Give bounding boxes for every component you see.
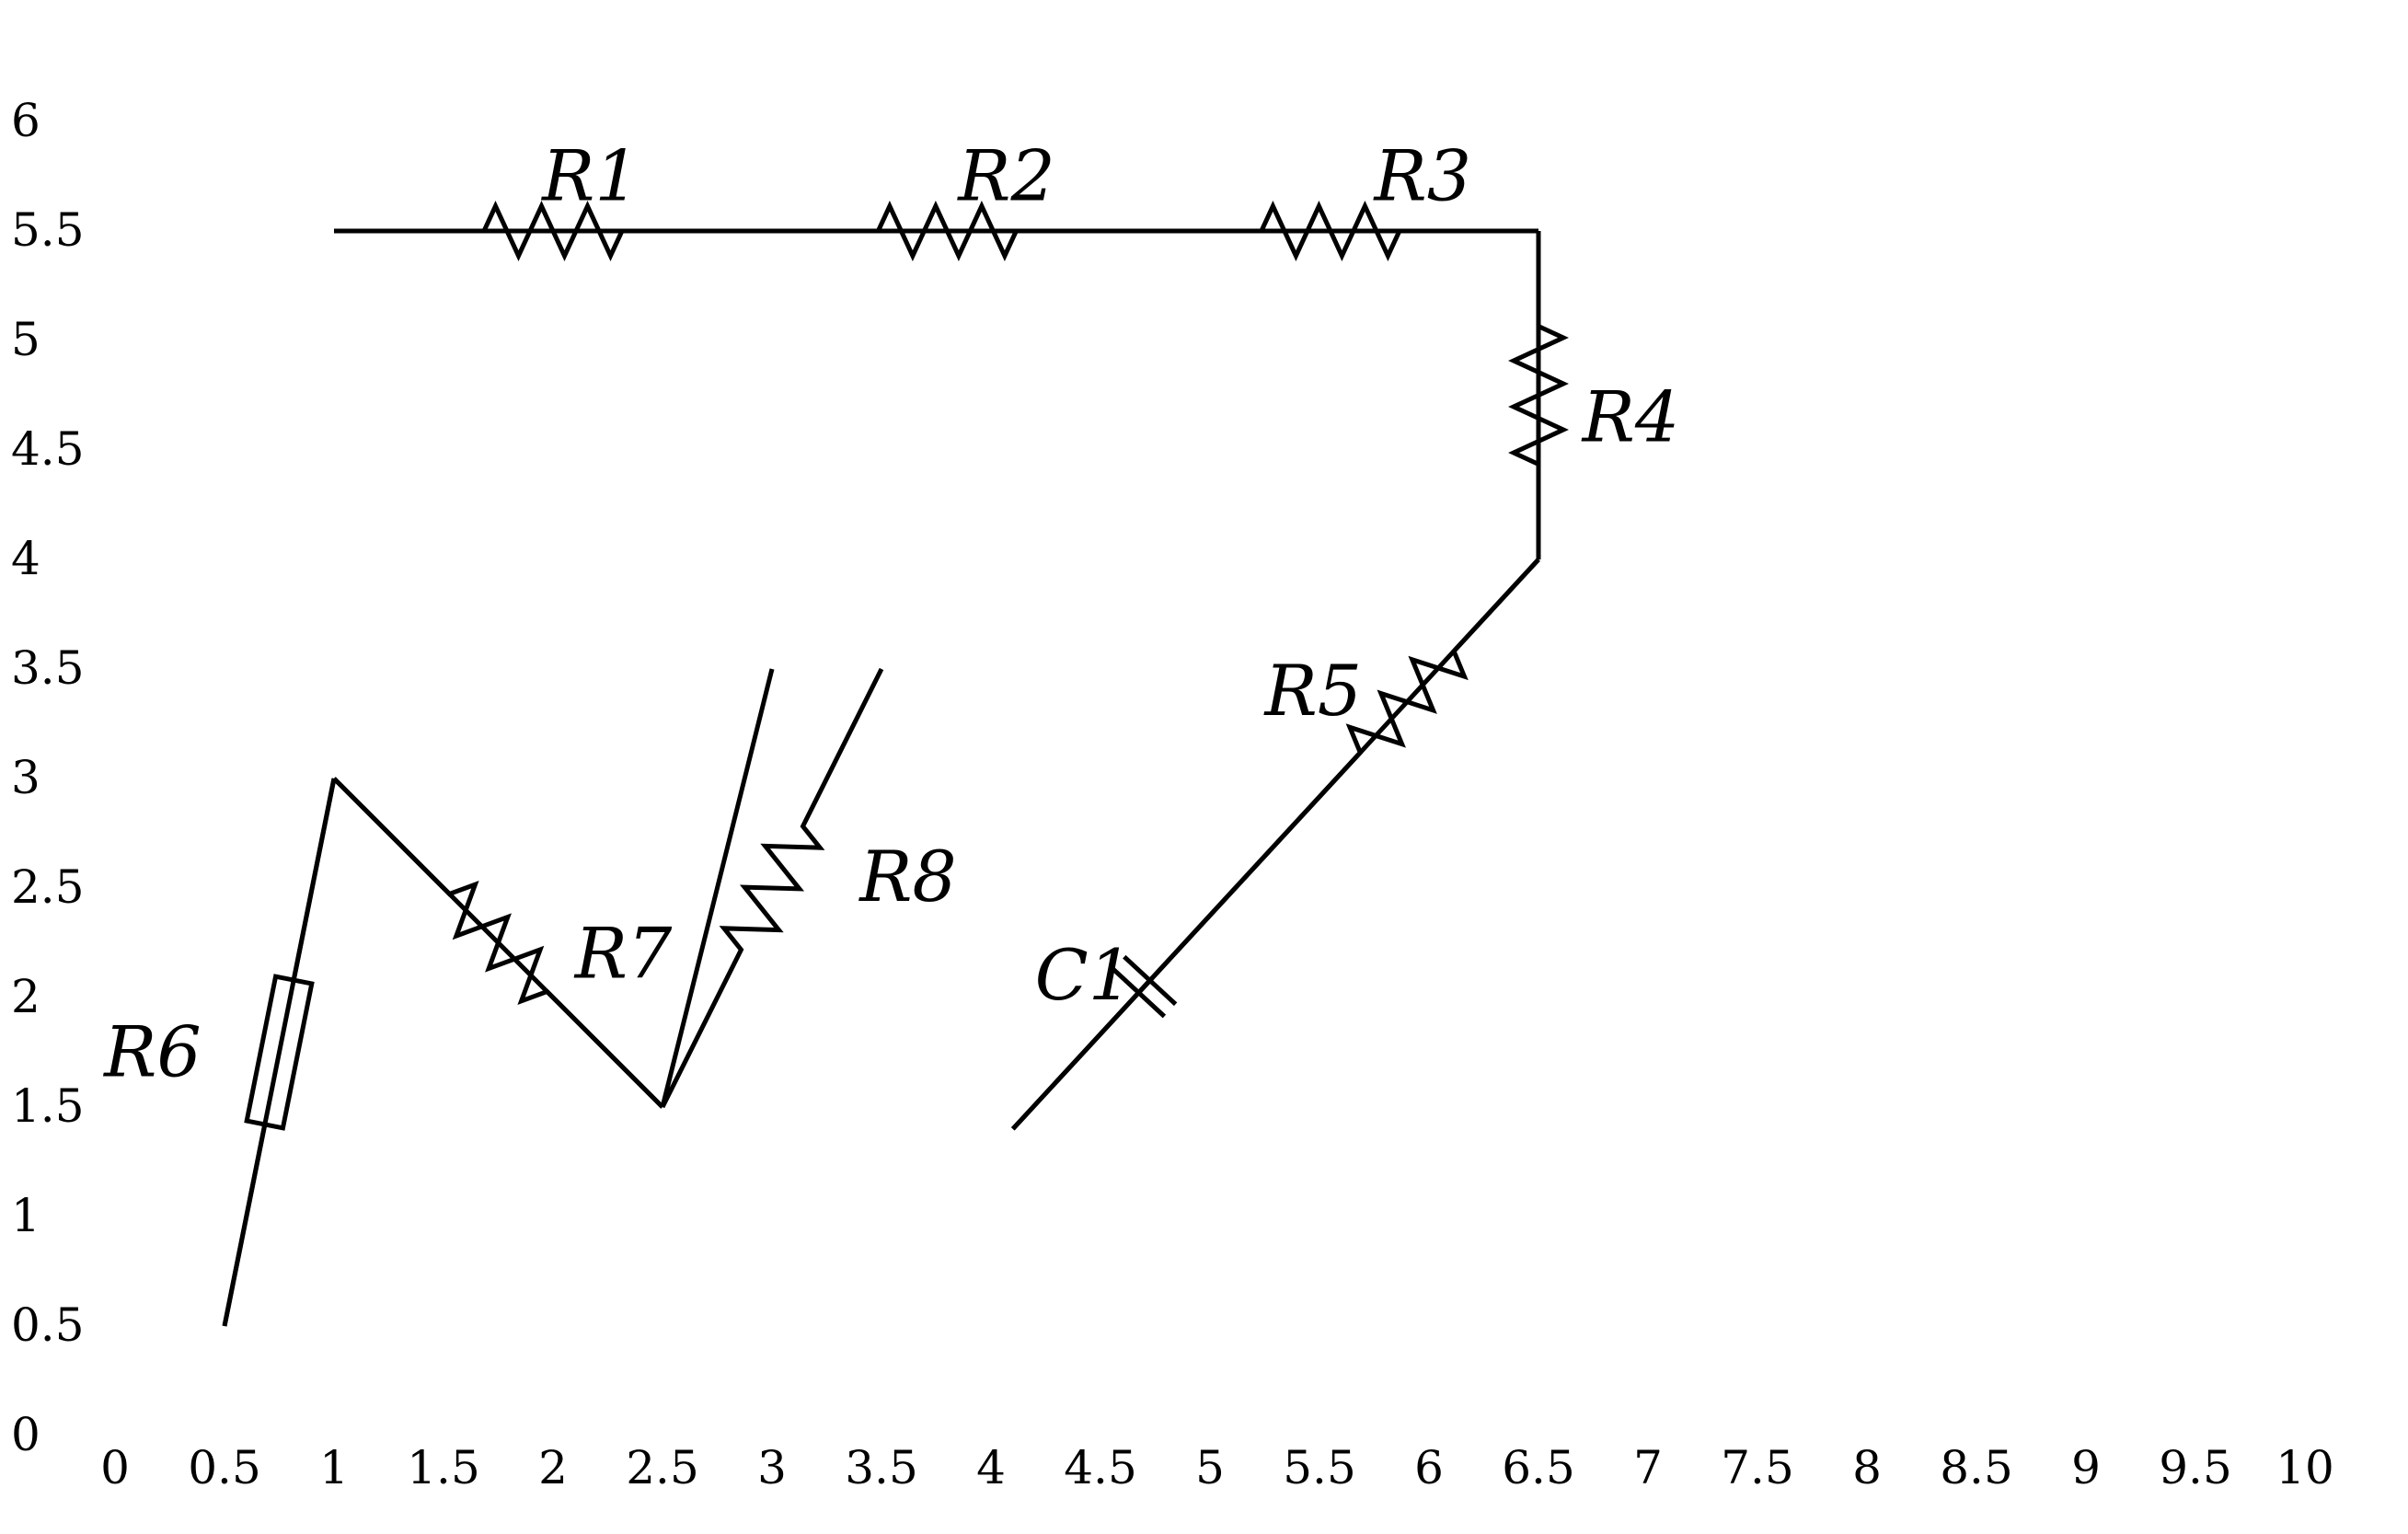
y-tick-label: 3 (11, 751, 40, 804)
capacitor-plate (1111, 967, 1167, 1019)
x-tick-label: 7.5 (1721, 1441, 1794, 1494)
label-r6: R6 (102, 1011, 202, 1093)
x-tick-label: 1 (319, 1441, 349, 1494)
label-r4: R4 (1581, 375, 1680, 457)
x-tick-label: 6.5 (1502, 1441, 1575, 1494)
y-tick-label: 5 (11, 313, 40, 366)
x-tick-label: 1.5 (407, 1441, 480, 1494)
y-tick-label: 1 (11, 1189, 40, 1242)
x-tick-label: 6 (1414, 1441, 1444, 1494)
label-r3: R3 (1373, 135, 1472, 217)
y-tick-label: 3.5 (11, 641, 85, 695)
label-r1: R1 (540, 135, 639, 217)
x-tick-label: 3 (757, 1441, 787, 1494)
y-tick-label: 4 (11, 532, 40, 585)
x-tick-label: 9.5 (2159, 1441, 2232, 1494)
lead-wire (1136, 842, 1278, 995)
label-r2: R2 (956, 135, 1055, 217)
y-tick-label: 1.5 (11, 1079, 85, 1133)
label-r8: R8 (858, 836, 957, 917)
x-tick-label: 3.5 (845, 1441, 918, 1494)
y-tick-label: 5.5 (11, 203, 85, 257)
resistor-symbol (772, 201, 1123, 261)
component-r3 (1122, 201, 1538, 261)
x-tick-label: 0 (100, 1441, 130, 1494)
label-c1: C1 (1035, 934, 1134, 1016)
resistor-symbol (332, 777, 664, 1109)
x-tick-label: 7 (1633, 1441, 1663, 1494)
x-tick-label: 10 (2276, 1441, 2334, 1494)
x-tick-label: 4.5 (1064, 1441, 1137, 1494)
y-tick-label: 2 (11, 970, 40, 1023)
lead-wire (1010, 978, 1152, 1131)
component-c1 (1010, 842, 1278, 1131)
wire-left-c (660, 668, 775, 1108)
y-tick-label: 6 (11, 94, 40, 147)
component-r1 (334, 201, 772, 261)
lead-wire (291, 778, 337, 981)
x-tick-label: 4 (976, 1441, 1006, 1494)
resistor-symbol (1508, 231, 1569, 559)
x-tick-label: 0.5 (188, 1441, 261, 1494)
lead-wire (222, 1124, 268, 1327)
component-r4 (1508, 231, 1569, 559)
resistor-symbol (1122, 201, 1538, 261)
component-r5 (1273, 558, 1540, 847)
x-tick-label: 5.5 (1283, 1441, 1356, 1494)
y-tick-label: 4.5 (11, 422, 85, 476)
component-r8 (660, 667, 884, 1109)
x-tick-label: 5 (1195, 1441, 1225, 1494)
x-tick-label: 8.5 (1940, 1441, 2013, 1494)
x-tick-label: 8 (1852, 1441, 1882, 1494)
resistor-symbol (660, 667, 884, 1109)
x-tick-label: 2 (538, 1441, 568, 1494)
wires (222, 228, 1541, 1327)
x-tick-label: 9 (2071, 1441, 2101, 1494)
x-axis-ticks: 0 0.5 1 1.5 2 2.5 3 3.5 4 4.5 5 5.5 6 6.5 7 7.5 8 8.5 9 9.5… (100, 1441, 2334, 1494)
y-tick-label: 0 (11, 1408, 40, 1461)
component-r6 (222, 778, 337, 1327)
y-axis-ticks: 0 0.5 1 1.5 2 2.5 3 3.5 4 4.5 5 5.5 6 (11, 94, 85, 1461)
y-tick-label: 0.5 (11, 1298, 85, 1352)
component-r7 (332, 777, 664, 1109)
component-r2 (772, 201, 1123, 261)
x-tick-label: 2.5 (626, 1441, 699, 1494)
components (222, 201, 1569, 1327)
resistor-box-symbol (244, 974, 315, 1131)
label-r5: R5 (1263, 650, 1363, 732)
component-labels: R1 R2 R3 R4 R5 C1 R6 R7 R8 (102, 135, 1679, 1093)
capacitor-plate (1123, 954, 1178, 1007)
resistor-symbol (1273, 558, 1540, 847)
label-r7: R7 (573, 912, 673, 994)
resistor-symbol (334, 201, 772, 261)
y-tick-label: 2.5 (11, 860, 85, 914)
